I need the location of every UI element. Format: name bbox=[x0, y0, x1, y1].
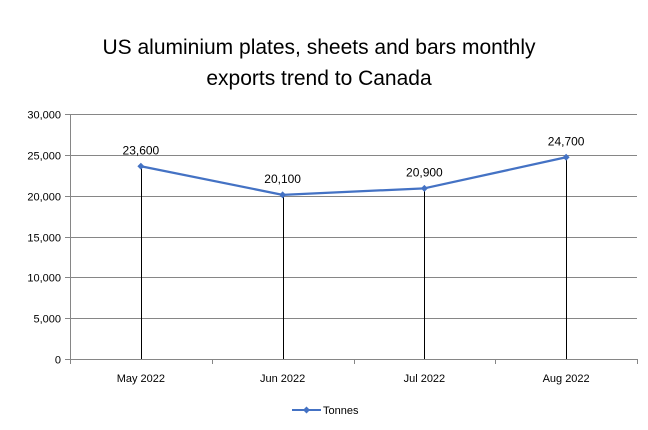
data-label: 20,100 bbox=[264, 172, 301, 186]
series-line bbox=[140, 156, 567, 196]
legend-diamond-icon bbox=[303, 406, 310, 414]
y-tick-label: 5,000 bbox=[33, 314, 61, 326]
x-tick-label: Jul 2022 bbox=[404, 373, 446, 385]
legend-label-tonnes: Tonnes bbox=[323, 405, 359, 417]
data-label: 24,700 bbox=[548, 134, 585, 148]
legend: Tonnes bbox=[292, 405, 359, 417]
y-tick-label: 15,000 bbox=[27, 233, 61, 245]
chart-title: US aluminium plates, sheets and bars mon… bbox=[0, 32, 638, 94]
y-tick-label: 20,000 bbox=[27, 192, 61, 204]
x-tick-label: Jun 2022 bbox=[260, 373, 305, 385]
x-axis: May 2022 Jun 2022 Jul 2022 Aug 2022 bbox=[70, 359, 638, 385]
y-tick-label: 0 bbox=[55, 355, 61, 367]
data-label: 23,600 bbox=[123, 143, 160, 157]
y-tick-label: 25,000 bbox=[27, 151, 61, 163]
x-tick-label: Aug 2022 bbox=[543, 373, 590, 385]
y-tick-label: 10,000 bbox=[27, 273, 61, 285]
diamond-marker-icon bbox=[137, 162, 145, 170]
data-label: 20,900 bbox=[406, 165, 443, 179]
drop-lines bbox=[141, 157, 567, 359]
y-axis: 0 5,000 10,000 15,000 20,000 25,000 30,000 bbox=[27, 110, 71, 367]
gridlines bbox=[70, 114, 637, 360]
x-tick-label: May 2022 bbox=[117, 373, 165, 385]
diamond-marker-icon bbox=[562, 153, 570, 161]
chart-title-line-2: exports trend to Canada bbox=[206, 67, 432, 90]
diamond-marker-icon bbox=[420, 184, 428, 192]
y-tick-label: 30,000 bbox=[27, 110, 61, 122]
chart-title-line-1: US aluminium plates, sheets and bars mon… bbox=[102, 36, 536, 59]
data-labels: 23,600 20,100 20,900 24,700 bbox=[123, 134, 585, 186]
series-tonnes bbox=[137, 153, 570, 199]
diamond-marker-icon bbox=[279, 191, 287, 199]
